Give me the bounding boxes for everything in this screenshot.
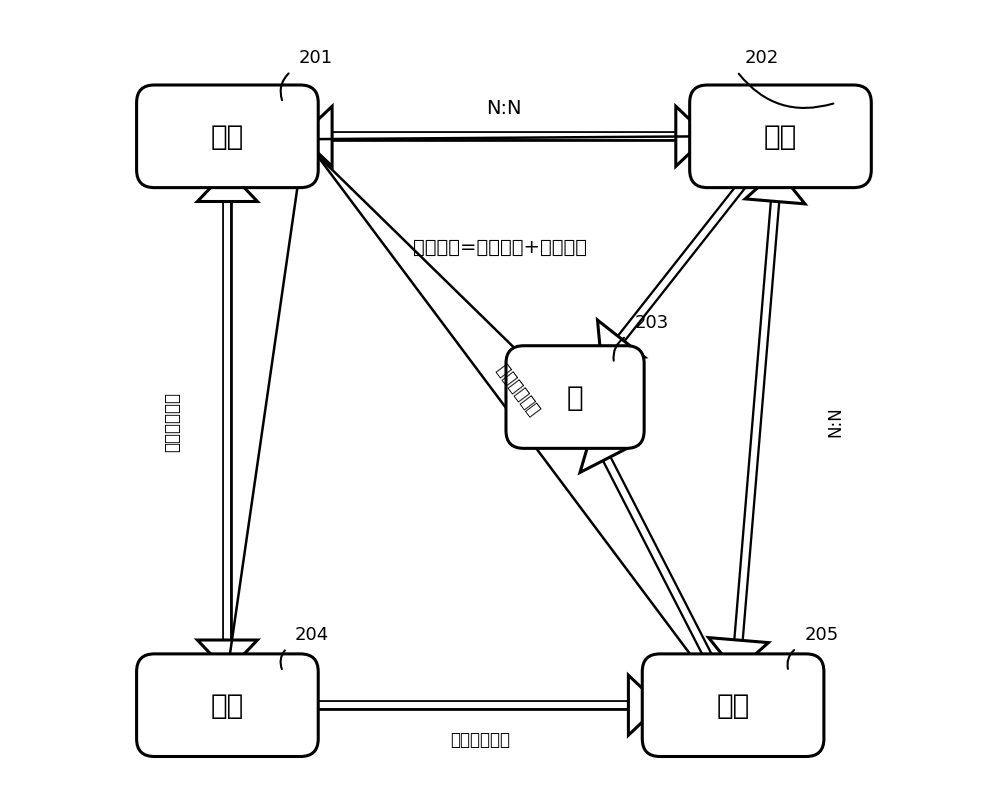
Text: N:N: N:N [486, 99, 522, 117]
Polygon shape [197, 171, 257, 202]
Polygon shape [580, 431, 633, 473]
Text: 205: 205 [804, 626, 838, 643]
FancyBboxPatch shape [137, 86, 318, 189]
Text: 用户绑定节点: 用户绑定节点 [450, 730, 510, 748]
Text: 203: 203 [634, 314, 669, 332]
FancyArrowPatch shape [305, 141, 702, 670]
Text: 角色: 角色 [764, 123, 797, 151]
FancyBboxPatch shape [642, 654, 824, 756]
Text: 用户继承权限: 用户继承权限 [492, 359, 543, 418]
Text: 节点: 节点 [211, 691, 244, 719]
Polygon shape [745, 171, 805, 205]
Polygon shape [197, 640, 257, 672]
Text: 权限: 权限 [211, 123, 244, 151]
Text: 204: 204 [295, 626, 329, 643]
Polygon shape [709, 638, 768, 672]
Text: 用户权限=角色权限+节点权限: 用户权限=角色权限+节点权限 [413, 238, 587, 257]
FancyBboxPatch shape [690, 86, 871, 189]
Text: 用户: 用户 [716, 691, 750, 719]
FancyArrowPatch shape [301, 136, 705, 145]
Text: 202: 202 [745, 49, 779, 67]
FancyBboxPatch shape [506, 346, 644, 449]
Text: 201: 201 [299, 49, 333, 67]
FancyArrowPatch shape [303, 142, 528, 362]
Text: 组: 组 [567, 384, 583, 411]
Polygon shape [628, 675, 660, 736]
FancyBboxPatch shape [137, 654, 318, 756]
Text: N:N: N:N [827, 406, 845, 437]
Text: 节点绑定权限: 节点绑定权限 [163, 391, 181, 451]
FancyArrowPatch shape [228, 140, 308, 669]
Polygon shape [597, 320, 645, 364]
Polygon shape [676, 107, 707, 167]
Polygon shape [300, 107, 332, 167]
